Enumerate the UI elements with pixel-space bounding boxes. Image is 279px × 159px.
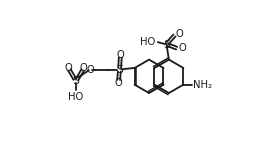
Text: O: O bbox=[175, 29, 183, 39]
Text: HO: HO bbox=[68, 92, 84, 101]
Text: O: O bbox=[116, 50, 124, 60]
Text: O: O bbox=[115, 78, 122, 88]
Text: S: S bbox=[163, 40, 170, 49]
Text: O: O bbox=[64, 63, 72, 73]
Text: O: O bbox=[179, 44, 187, 53]
Text: HO: HO bbox=[140, 37, 155, 47]
Text: S: S bbox=[73, 76, 80, 86]
Text: O: O bbox=[80, 63, 88, 73]
Text: S: S bbox=[116, 65, 123, 75]
Text: O: O bbox=[86, 65, 94, 75]
Text: NH₂: NH₂ bbox=[193, 80, 211, 90]
